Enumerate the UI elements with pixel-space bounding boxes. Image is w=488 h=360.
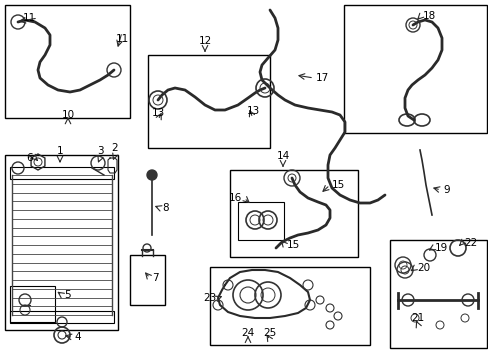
Text: 23: 23 bbox=[203, 293, 216, 303]
Text: 19: 19 bbox=[434, 243, 447, 253]
Text: 3: 3 bbox=[97, 146, 103, 156]
Bar bbox=[130, 255, 164, 305]
Bar bbox=[5, 155, 118, 330]
Text: 2: 2 bbox=[111, 143, 118, 153]
Text: 24: 24 bbox=[241, 328, 254, 338]
Bar bbox=[343, 5, 486, 133]
Text: 25: 25 bbox=[263, 328, 276, 338]
Circle shape bbox=[147, 170, 157, 180]
Text: 1: 1 bbox=[57, 146, 63, 156]
Text: 22: 22 bbox=[463, 238, 476, 248]
Text: 15: 15 bbox=[286, 240, 300, 250]
Bar bbox=[10, 286, 55, 322]
Bar bbox=[10, 167, 114, 179]
Bar bbox=[5, 5, 130, 118]
Text: 15: 15 bbox=[331, 180, 345, 190]
Text: 14: 14 bbox=[276, 151, 289, 161]
Text: 5: 5 bbox=[64, 290, 70, 300]
Text: 4: 4 bbox=[74, 332, 81, 342]
Text: 11: 11 bbox=[23, 13, 36, 23]
Bar bbox=[209, 267, 369, 345]
Bar bbox=[238, 202, 284, 240]
Text: 13: 13 bbox=[151, 108, 164, 118]
Text: 9: 9 bbox=[442, 185, 448, 195]
Text: 21: 21 bbox=[410, 313, 424, 323]
Text: 6: 6 bbox=[26, 153, 33, 163]
Bar bbox=[10, 311, 114, 323]
Text: 20: 20 bbox=[416, 263, 429, 273]
Text: 12: 12 bbox=[198, 36, 211, 46]
Text: 17: 17 bbox=[315, 73, 328, 83]
Text: 7: 7 bbox=[152, 273, 158, 283]
Bar bbox=[229, 170, 357, 257]
Text: 16: 16 bbox=[228, 193, 242, 203]
Bar bbox=[389, 240, 486, 348]
Text: 18: 18 bbox=[422, 11, 435, 21]
Text: 13: 13 bbox=[246, 106, 259, 116]
Bar bbox=[148, 55, 269, 148]
Text: 8: 8 bbox=[162, 203, 168, 213]
Text: 11: 11 bbox=[115, 34, 128, 44]
Text: 10: 10 bbox=[61, 110, 74, 120]
